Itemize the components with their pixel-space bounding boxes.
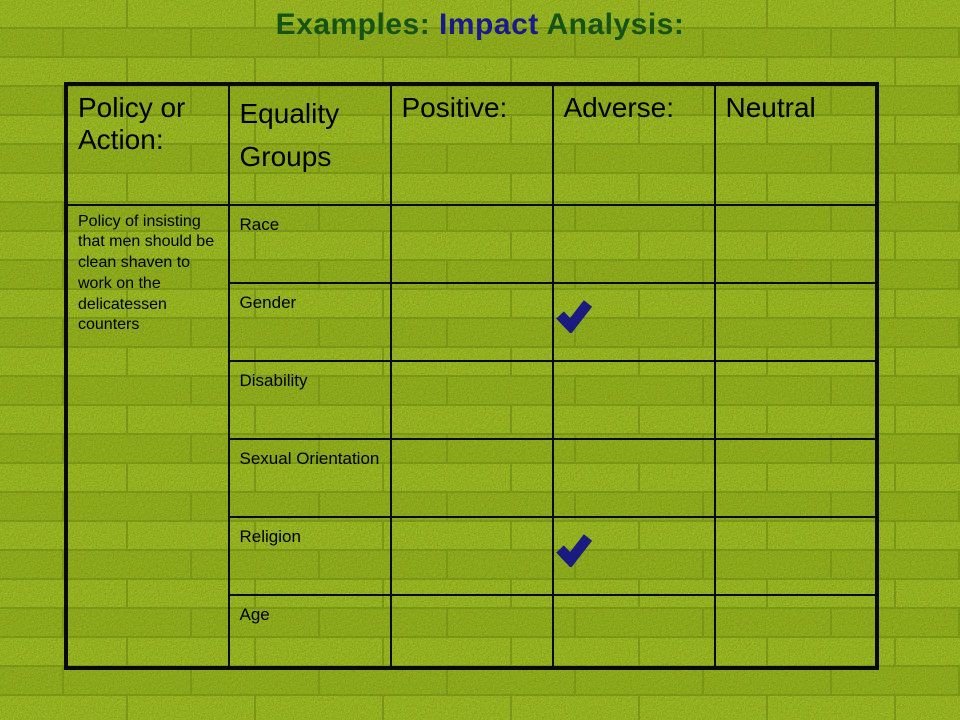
group-cell-race: Race bbox=[227, 203, 392, 284]
group-cell-age: Age bbox=[227, 593, 392, 669]
policy-description-cell: Policy of insisting that men should be c… bbox=[65, 203, 230, 669]
title-part-impact: Impact bbox=[439, 8, 539, 41]
page-title: Examples: Impact Analysis: bbox=[0, 8, 960, 42]
positive-cell-race bbox=[389, 203, 554, 284]
neutral-cell-religion bbox=[713, 515, 878, 596]
group-cell-gender: Gender bbox=[227, 281, 392, 362]
positive-cell-disability bbox=[389, 359, 554, 440]
group-cell-sexual-orientation: Sexual Orientation bbox=[227, 437, 392, 518]
impact-analysis-table: Policy or Action: Equality Groups Positi… bbox=[64, 82, 879, 670]
table-header-row: Policy or Action: Equality Groups Positi… bbox=[65, 83, 878, 206]
positive-cell-gender bbox=[389, 281, 554, 362]
neutral-cell-age bbox=[713, 593, 878, 669]
check-icon bbox=[555, 533, 592, 568]
positive-cell-age bbox=[389, 593, 554, 669]
neutral-cell-sexual-orientation bbox=[713, 437, 878, 518]
check-icon bbox=[555, 299, 592, 334]
title-part-examples: Examples: bbox=[275, 8, 440, 41]
title-part-analysis: Analysis: bbox=[538, 8, 685, 41]
col-header-policy-or-action: Policy or Action: bbox=[65, 83, 230, 206]
positive-cell-sexual-orientation bbox=[389, 437, 554, 518]
adverse-cell-religion bbox=[551, 515, 716, 596]
table-row-age: Age bbox=[67, 593, 878, 669]
positive-cell-religion bbox=[389, 515, 554, 596]
table-row-disability: Disability bbox=[67, 359, 878, 440]
col-header-positive: Positive: bbox=[389, 83, 554, 206]
adverse-cell-race bbox=[551, 203, 716, 284]
adverse-cell-age bbox=[551, 593, 716, 669]
neutral-cell-gender bbox=[713, 281, 878, 362]
table-row-gender: Gender bbox=[67, 281, 878, 362]
col-header-adverse: Adverse: bbox=[551, 83, 716, 206]
table-row-religion: Religion bbox=[67, 515, 878, 596]
table-row-sexual-orientation: Sexual Orientation bbox=[67, 437, 878, 518]
neutral-cell-disability bbox=[713, 359, 878, 440]
col-header-neutral: Neutral bbox=[713, 83, 878, 206]
group-cell-religion: Religion bbox=[227, 515, 392, 596]
neutral-cell-race bbox=[713, 203, 878, 284]
adverse-cell-gender bbox=[551, 281, 716, 362]
col-header-equality-groups: Equality Groups bbox=[227, 83, 392, 206]
table-row-race: Policy of insisting that men should be c… bbox=[65, 203, 878, 669]
group-cell-disability: Disability bbox=[227, 359, 392, 440]
adverse-cell-disability bbox=[551, 359, 716, 440]
adverse-cell-sexual-orientation bbox=[551, 437, 716, 518]
policy-description-text: Policy of insisting that men should be c… bbox=[78, 212, 215, 334]
